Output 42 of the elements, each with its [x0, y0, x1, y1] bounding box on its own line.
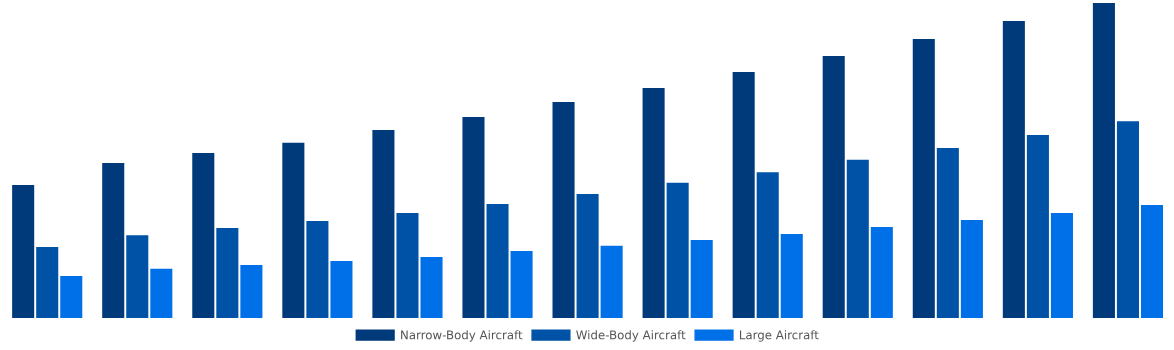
bar: [102, 163, 125, 318]
bar: [420, 256, 443, 318]
bar: [1116, 121, 1139, 318]
bar: [822, 55, 845, 318]
bar: [756, 172, 779, 318]
bar: [960, 220, 983, 318]
bar: [216, 227, 239, 318]
bar: [282, 142, 305, 318]
legend-label: Large Aircraft: [739, 330, 819, 342]
bar: [780, 233, 803, 318]
bar: [576, 193, 599, 318]
bar: [36, 247, 59, 318]
bar: [192, 152, 215, 318]
bar: [126, 235, 149, 318]
bar: [330, 260, 353, 318]
bar: [936, 147, 959, 318]
bar: [60, 276, 83, 318]
bar: [372, 129, 395, 318]
bar: [642, 88, 665, 318]
bar: [552, 101, 575, 318]
bar: [240, 265, 263, 318]
bar: [600, 245, 623, 318]
bar: [306, 220, 329, 318]
bar: [732, 71, 755, 318]
bar: [912, 38, 935, 318]
legend-label: Narrow-Body Aircraft: [401, 330, 523, 342]
legend-label: Wide-Body Aircraft: [576, 330, 686, 342]
bar: [1092, 3, 1115, 318]
bar: [510, 250, 533, 318]
bar: [1140, 204, 1164, 318]
bar: [12, 185, 35, 318]
bar: [1002, 20, 1025, 318]
bar: [690, 239, 713, 318]
bar: [846, 159, 869, 318]
bar: [870, 226, 893, 318]
bar: [1050, 213, 1073, 318]
bar: [396, 213, 419, 318]
bar: [486, 203, 509, 318]
bar: [150, 268, 173, 318]
bar: [462, 117, 485, 318]
bar: [1026, 134, 1049, 318]
bar: [666, 182, 689, 318]
